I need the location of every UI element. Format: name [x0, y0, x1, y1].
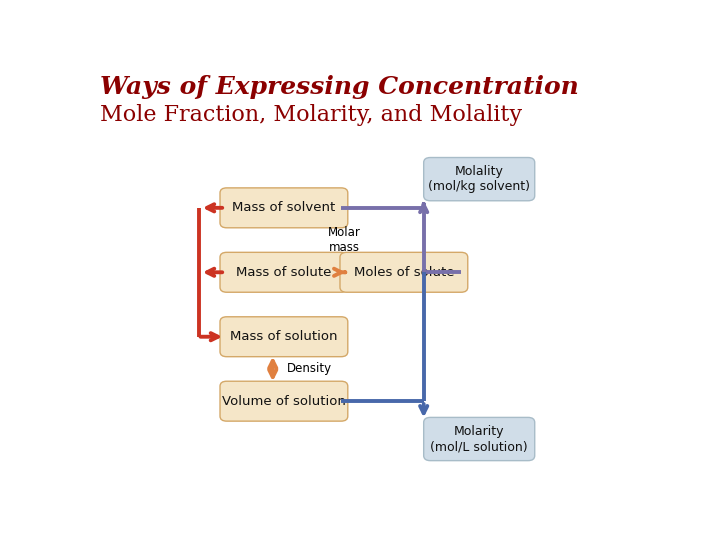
FancyBboxPatch shape	[220, 188, 348, 228]
Text: Volume of solution: Volume of solution	[222, 395, 346, 408]
Text: Molality
(mol/kg solvent): Molality (mol/kg solvent)	[428, 165, 530, 193]
Text: Molar
mass: Molar mass	[328, 226, 360, 254]
FancyBboxPatch shape	[220, 317, 348, 357]
Text: Molarity
(mol/L solution): Molarity (mol/L solution)	[431, 425, 528, 453]
FancyBboxPatch shape	[220, 381, 348, 421]
FancyBboxPatch shape	[423, 417, 535, 461]
Text: Density: Density	[287, 362, 332, 375]
Text: Moles of solute: Moles of solute	[354, 266, 454, 279]
Text: Mole Fraction, Molarity, and Molality: Mole Fraction, Molarity, and Molality	[100, 104, 522, 126]
Text: Ways of Expressing Concentration: Ways of Expressing Concentration	[100, 75, 579, 99]
Text: Mass of solution: Mass of solution	[230, 330, 338, 343]
FancyBboxPatch shape	[220, 252, 348, 292]
Text: Mass of solute: Mass of solute	[236, 266, 332, 279]
Text: Mass of solvent: Mass of solvent	[233, 201, 336, 214]
FancyBboxPatch shape	[423, 158, 535, 201]
FancyBboxPatch shape	[340, 252, 468, 292]
